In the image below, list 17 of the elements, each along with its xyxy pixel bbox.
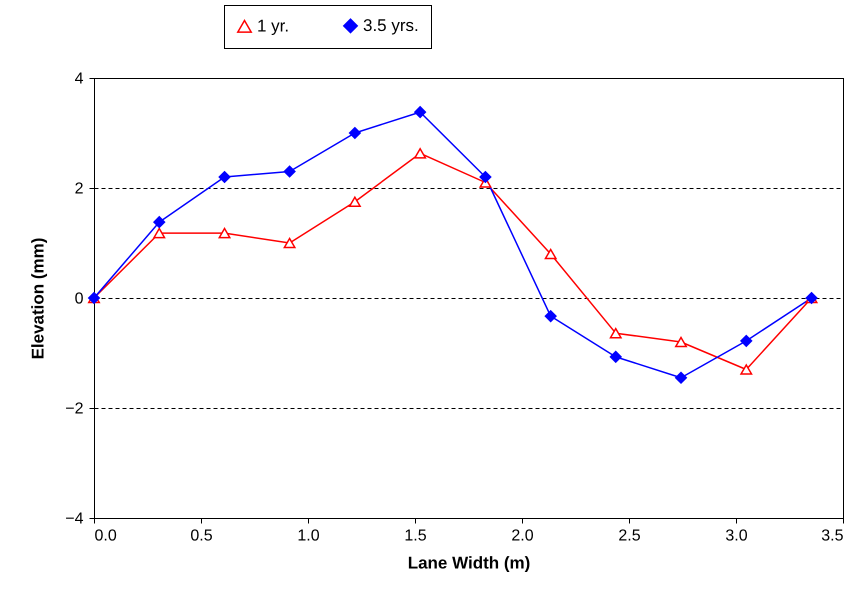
x-tick-label: 3.5 bbox=[821, 528, 844, 544]
y-tick-label: 2 bbox=[74, 180, 84, 198]
x-tick-label: 0.0 bbox=[94, 528, 117, 544]
y-tick-label: −4 bbox=[65, 510, 84, 528]
x-tick-label: 2.5 bbox=[618, 528, 641, 544]
y-axis-title: Elevation (mm) bbox=[28, 238, 48, 360]
x-tick-label: 0.5 bbox=[190, 528, 213, 544]
y-tick-label: 0 bbox=[74, 290, 84, 308]
x-tick-label: 2.0 bbox=[511, 528, 534, 544]
x-axis-title: Lane Width (m) bbox=[408, 554, 530, 572]
x-tick-label: 1.5 bbox=[404, 528, 427, 544]
legend-label: 1 yr. bbox=[257, 16, 290, 36]
y-tick-label: 4 bbox=[74, 70, 84, 88]
y-tick-label: −2 bbox=[65, 400, 84, 418]
legend-label: 3.5 yrs. bbox=[363, 16, 419, 35]
x-tick-label: 1.0 bbox=[297, 528, 320, 544]
x-tick-label: 3.0 bbox=[725, 528, 748, 544]
